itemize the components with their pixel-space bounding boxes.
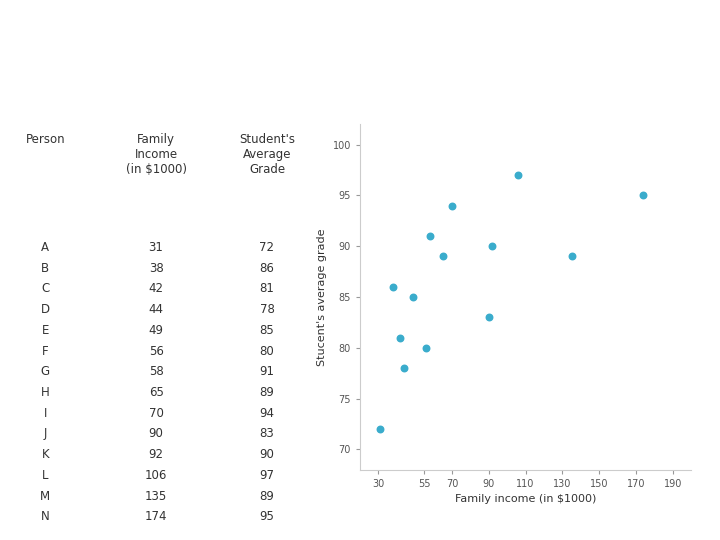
Text: 65: 65: [148, 386, 163, 399]
Text: A: A: [41, 241, 49, 254]
Text: 90: 90: [259, 448, 274, 461]
Text: Person: Person: [25, 133, 65, 146]
Point: [424, 232, 436, 240]
Text: 89: 89: [259, 490, 274, 503]
Point: [398, 364, 410, 373]
Text: 135: 135: [145, 490, 167, 503]
Text: 89: 89: [259, 386, 274, 399]
Text: 106: 106: [145, 469, 167, 482]
Text: F: F: [42, 345, 48, 357]
Text: G: G: [40, 365, 50, 378]
Text: 38: 38: [149, 261, 163, 274]
Point: [483, 313, 495, 322]
Text: 31: 31: [148, 241, 163, 254]
Text: Scatter plot  for correlational data: Scatter plot for correlational data: [18, 31, 720, 65]
Point: [513, 171, 524, 179]
Text: E: E: [42, 324, 49, 337]
Text: N: N: [41, 510, 50, 523]
Text: Student's
Average
Grade: Student's Average Grade: [239, 133, 295, 176]
Point: [374, 425, 386, 434]
Text: 42: 42: [148, 282, 163, 295]
Text: B: B: [41, 261, 49, 274]
Text: 58: 58: [149, 365, 163, 378]
Text: 174: 174: [145, 510, 167, 523]
Text: L: L: [42, 469, 48, 482]
Text: 92: 92: [148, 448, 163, 461]
Text: 86: 86: [259, 261, 274, 274]
Text: 49: 49: [148, 324, 163, 337]
Text: M: M: [40, 490, 50, 503]
Text: 70: 70: [148, 407, 163, 420]
Point: [408, 293, 419, 301]
Text: J: J: [43, 428, 47, 441]
Text: C: C: [41, 282, 50, 295]
Point: [420, 343, 432, 352]
Text: 94: 94: [259, 407, 274, 420]
Text: 90: 90: [148, 428, 163, 441]
Text: 97: 97: [259, 469, 274, 482]
Y-axis label: Stucent's average grade: Stucent's average grade: [317, 228, 327, 366]
Text: 91: 91: [259, 365, 274, 378]
Point: [566, 252, 577, 261]
Point: [395, 333, 406, 342]
Text: 44: 44: [148, 303, 163, 316]
Text: 85: 85: [260, 324, 274, 337]
Point: [638, 191, 649, 200]
Text: 56: 56: [148, 345, 163, 357]
X-axis label: Family income (in $1000): Family income (in $1000): [455, 495, 596, 504]
Text: I: I: [43, 407, 47, 420]
Point: [387, 282, 399, 291]
Text: 72: 72: [259, 241, 274, 254]
Text: Family
Income
(in $1000): Family Income (in $1000): [125, 133, 186, 176]
Text: 95: 95: [259, 510, 274, 523]
Text: D: D: [40, 303, 50, 316]
Text: 83: 83: [260, 428, 274, 441]
Text: 81: 81: [259, 282, 274, 295]
Point: [487, 242, 498, 251]
Text: 80: 80: [260, 345, 274, 357]
Text: K: K: [42, 448, 49, 461]
Text: H: H: [41, 386, 50, 399]
Point: [446, 201, 458, 210]
Point: [437, 252, 449, 261]
Text: 78: 78: [259, 303, 274, 316]
